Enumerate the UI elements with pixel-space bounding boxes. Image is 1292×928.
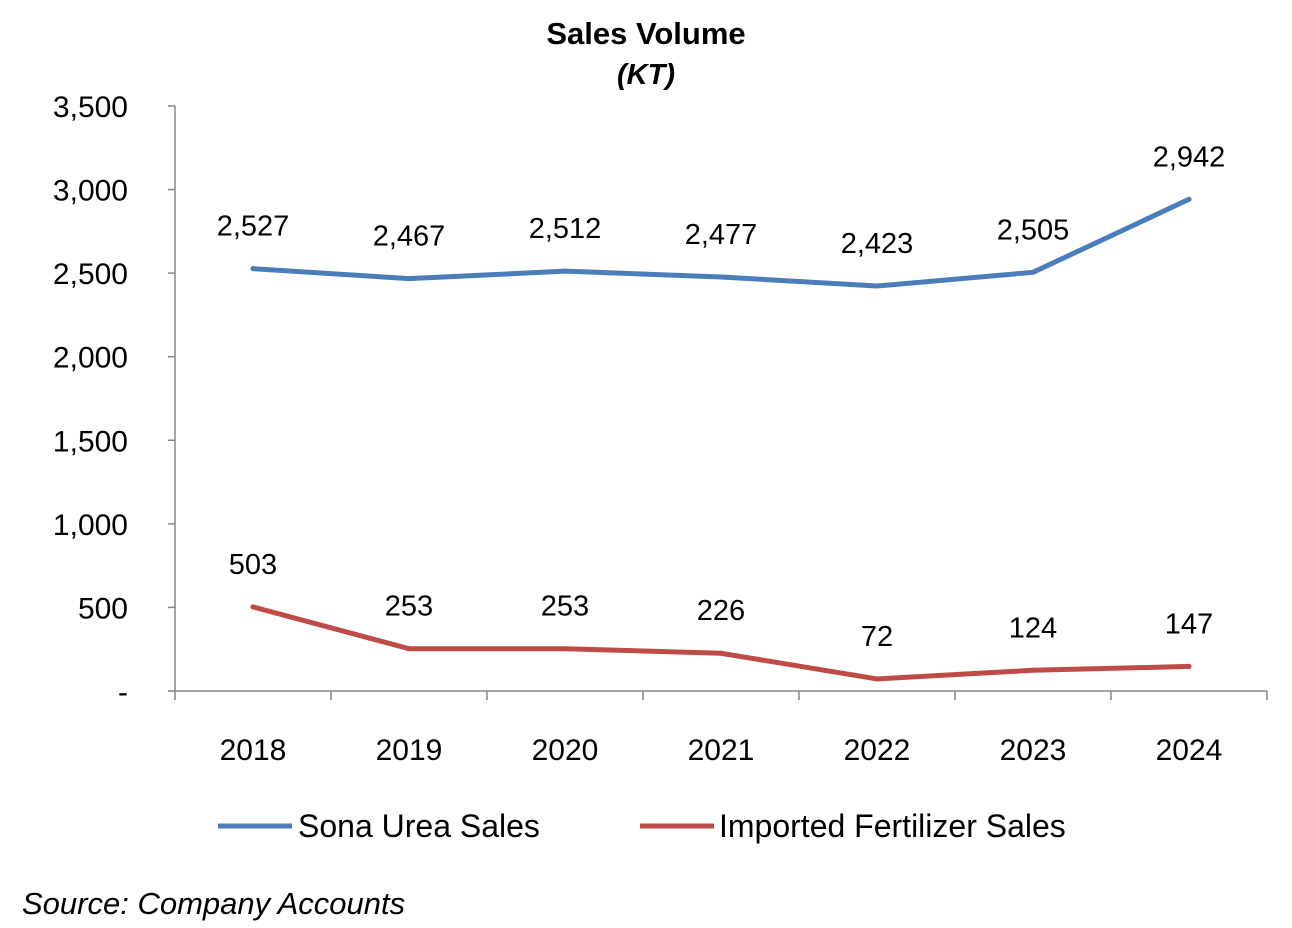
data-point bbox=[250, 266, 256, 272]
data-point bbox=[250, 604, 256, 610]
x-tick-label: 2023 bbox=[1000, 734, 1067, 767]
y-tick-label: 2,000 bbox=[53, 342, 128, 375]
data-label: 253 bbox=[541, 591, 589, 623]
x-tick-label: 2019 bbox=[376, 734, 443, 767]
x-tick-label: 2022 bbox=[844, 734, 911, 767]
y-tick-label: 500 bbox=[78, 592, 128, 625]
data-label: 253 bbox=[385, 591, 433, 623]
data-label: 2,512 bbox=[529, 213, 602, 245]
data-label: 2,527 bbox=[217, 211, 290, 243]
y-tick-label: 3,000 bbox=[53, 175, 128, 208]
data-point bbox=[1030, 667, 1036, 673]
data-point bbox=[1030, 269, 1036, 275]
data-point bbox=[718, 274, 724, 280]
data-label: 2,467 bbox=[373, 221, 446, 253]
x-tick-label: 2020 bbox=[532, 734, 599, 767]
y-tick-label: - bbox=[118, 676, 128, 709]
data-point bbox=[406, 646, 412, 652]
data-point bbox=[562, 268, 568, 274]
data-point bbox=[1186, 196, 1192, 202]
data-label: 2,423 bbox=[841, 228, 914, 260]
x-tick-label: 2024 bbox=[1156, 734, 1223, 767]
chart-subtitle: (KT) bbox=[617, 59, 675, 91]
data-label: 147 bbox=[1165, 608, 1213, 640]
data-point bbox=[1186, 663, 1192, 669]
data-point bbox=[874, 283, 880, 289]
axes: - 500 1,000 1,500 2,000 2,500 3,000 3,500 2018 20… bbox=[53, 91, 1268, 767]
data-labels: 2,527 2,467 2,512 2,477 2,423 2,505 2,942 503 25… bbox=[217, 141, 1226, 653]
source-note: Source: Company Accounts bbox=[22, 886, 405, 921]
chart-title: Sales Volume bbox=[546, 16, 745, 51]
data-label: 2,942 bbox=[1153, 141, 1226, 173]
legend-label-sona-urea: Sona Urea Sales bbox=[298, 808, 540, 844]
legend: Sona Urea Sales Imported Fertilizer Sale… bbox=[218, 808, 1066, 844]
y-tick-label: 1,000 bbox=[53, 509, 128, 542]
data-label: 72 bbox=[861, 621, 893, 653]
data-point bbox=[562, 646, 568, 652]
x-tick-label: 2021 bbox=[688, 734, 755, 767]
y-tick-label: 1,500 bbox=[53, 425, 128, 458]
data-label: 226 bbox=[697, 595, 745, 627]
y-tick-label: 3,500 bbox=[53, 91, 128, 124]
data-point bbox=[718, 650, 724, 656]
data-label: 2,505 bbox=[997, 214, 1070, 246]
y-tick-label: 2,500 bbox=[53, 258, 128, 291]
data-point bbox=[406, 276, 412, 282]
data-point bbox=[874, 676, 880, 682]
data-label: 2,477 bbox=[685, 219, 758, 251]
data-label: 124 bbox=[1009, 612, 1057, 644]
data-label: 503 bbox=[229, 549, 277, 581]
legend-label-imported-fertilizer: Imported Fertilizer Sales bbox=[719, 808, 1066, 844]
x-tick-label: 2018 bbox=[220, 734, 287, 767]
series-group bbox=[250, 196, 1192, 682]
